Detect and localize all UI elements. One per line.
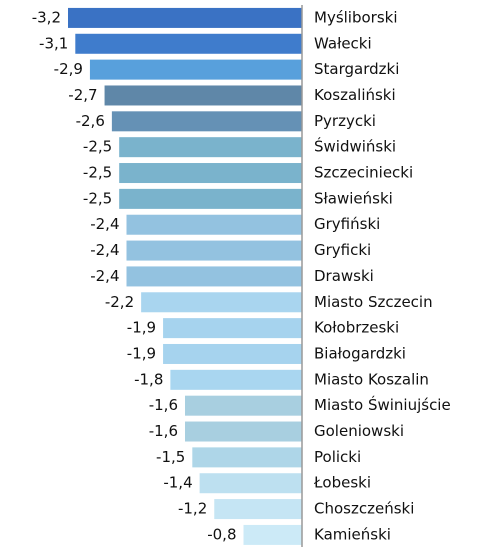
bar bbox=[199, 473, 302, 494]
category-label: Goleniowski bbox=[314, 422, 404, 440]
value-label: -2,2 bbox=[105, 293, 134, 311]
category-label: Choszczeński bbox=[314, 500, 414, 518]
value-label: -2,5 bbox=[83, 164, 112, 182]
value-label: -2,5 bbox=[83, 138, 112, 156]
value-label: -3,2 bbox=[32, 8, 61, 26]
bar bbox=[214, 499, 302, 520]
category-label: Myśliborski bbox=[314, 8, 398, 26]
bar bbox=[119, 137, 302, 158]
category-label: Szczeciniecki bbox=[314, 164, 413, 182]
bar bbox=[141, 292, 302, 313]
category-label: Drawski bbox=[314, 267, 374, 285]
value-label: -0,8 bbox=[207, 525, 236, 543]
category-label: Miasto Koszalin bbox=[314, 370, 429, 388]
bar bbox=[75, 33, 302, 54]
bar bbox=[185, 395, 302, 416]
value-label: -3,1 bbox=[39, 34, 68, 52]
value-label: -1,6 bbox=[149, 396, 178, 414]
bar bbox=[163, 318, 302, 339]
category-label: Koszaliński bbox=[314, 86, 396, 104]
value-label: -1,8 bbox=[134, 370, 163, 388]
bar bbox=[163, 343, 302, 364]
category-label: Wałecki bbox=[314, 34, 372, 52]
bar bbox=[119, 188, 302, 209]
bar bbox=[68, 7, 302, 28]
category-label: Stargardzki bbox=[314, 60, 399, 78]
category-label: Gryfiński bbox=[314, 215, 380, 233]
value-label: -1,6 bbox=[149, 422, 178, 440]
bar bbox=[111, 111, 302, 132]
category-label: Sławieński bbox=[314, 189, 393, 207]
category-label: Gryficki bbox=[314, 241, 371, 259]
bar bbox=[89, 59, 302, 80]
value-label: -2,4 bbox=[90, 267, 119, 285]
value-label: -1,2 bbox=[178, 500, 207, 518]
category-label: Świdwiński bbox=[314, 137, 396, 156]
category-label: Łobeski bbox=[313, 474, 371, 492]
category-label: Pyrzycki bbox=[314, 112, 376, 130]
category-label: Policki bbox=[314, 448, 361, 466]
bar bbox=[104, 85, 302, 106]
value-label: -2,9 bbox=[54, 60, 83, 78]
bar bbox=[126, 240, 302, 261]
value-label: -1,9 bbox=[127, 344, 156, 362]
category-label: Miasto Szczecin bbox=[314, 293, 433, 311]
bar bbox=[126, 214, 302, 235]
bar bbox=[243, 524, 302, 545]
bar bbox=[126, 266, 302, 287]
value-label: -2,4 bbox=[90, 215, 119, 233]
category-label: Miasto Świniujście bbox=[314, 395, 451, 414]
bar bbox=[185, 421, 302, 442]
value-label: -1,9 bbox=[127, 319, 156, 337]
bar bbox=[119, 163, 302, 184]
value-label: -1,5 bbox=[156, 448, 185, 466]
category-label: Białogardzki bbox=[314, 344, 406, 362]
value-label: -2,6 bbox=[76, 112, 105, 130]
bar bbox=[170, 369, 302, 390]
value-label: -2,7 bbox=[68, 86, 97, 104]
value-label: -1,4 bbox=[163, 474, 192, 492]
value-label: -2,4 bbox=[90, 241, 119, 259]
category-label: Kamieński bbox=[314, 525, 391, 543]
value-label: -2,5 bbox=[83, 189, 112, 207]
bar bbox=[192, 447, 302, 468]
category-label: Kołobrzeski bbox=[314, 319, 399, 337]
